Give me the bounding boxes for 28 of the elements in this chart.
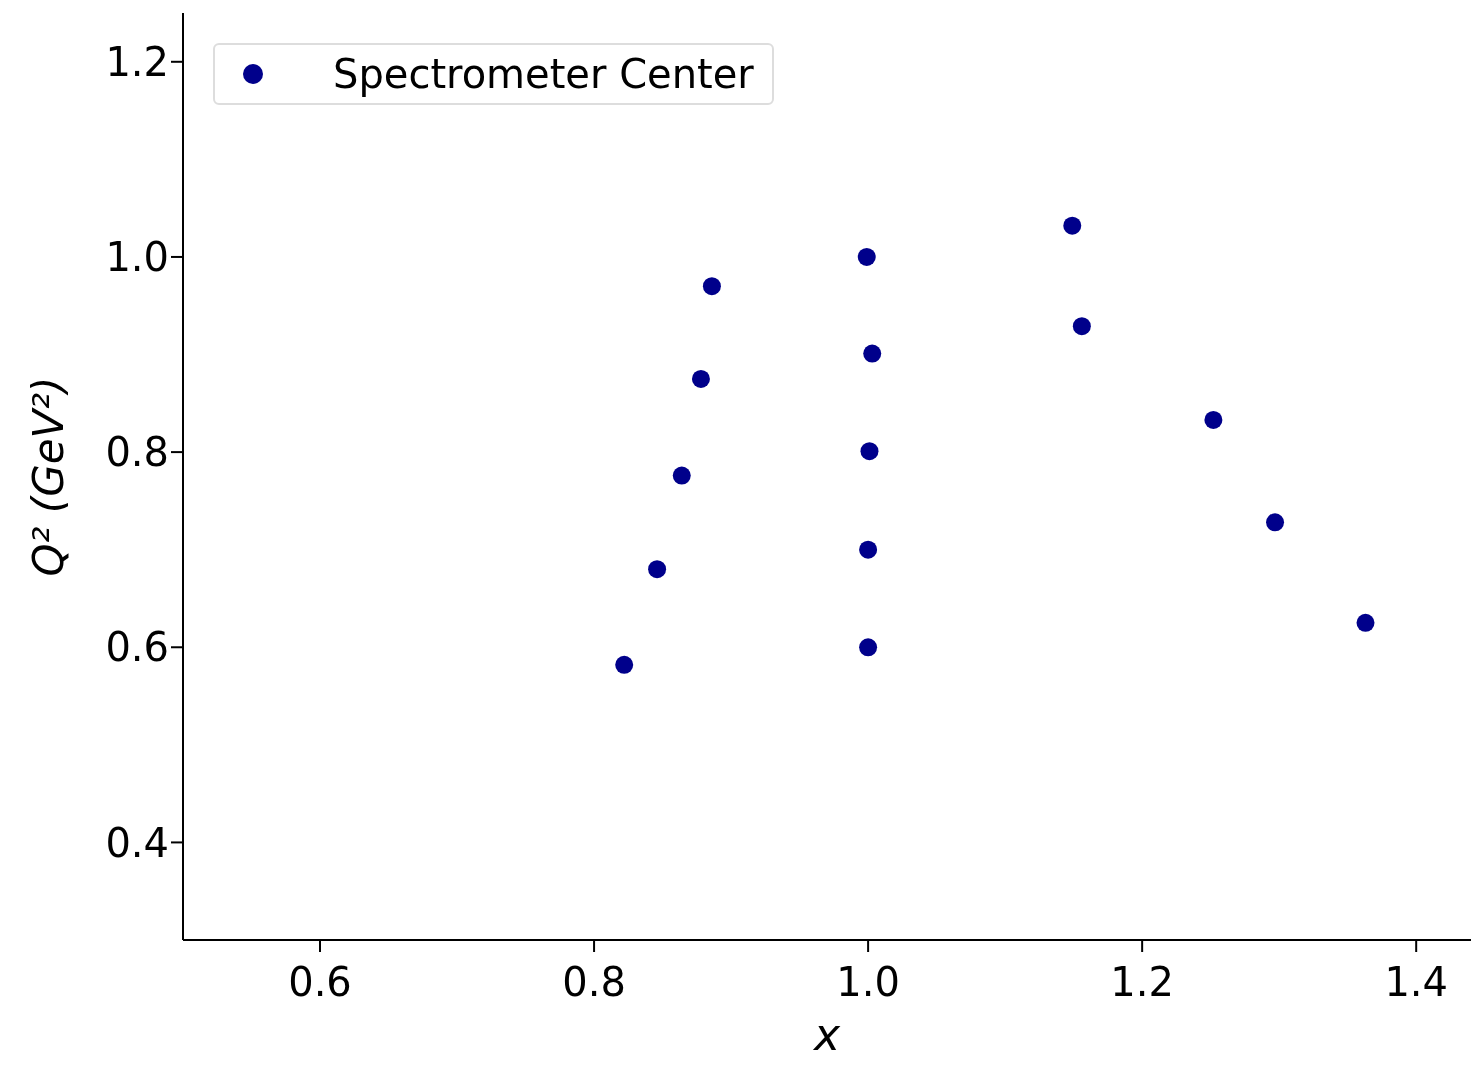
point bbox=[1204, 410, 1223, 429]
point bbox=[702, 277, 721, 296]
y-tick-label: 0.8 bbox=[105, 429, 169, 476]
legend-label: Spectrometer Center bbox=[333, 51, 754, 97]
y-tick-label: 0.4 bbox=[105, 819, 169, 866]
point bbox=[1063, 216, 1082, 235]
x-axis-title: x bbox=[811, 1009, 841, 1060]
point bbox=[672, 466, 691, 485]
point bbox=[863, 344, 882, 363]
point bbox=[859, 540, 878, 559]
point bbox=[648, 560, 667, 579]
y-tick-label: 0.6 bbox=[105, 624, 169, 671]
point bbox=[1266, 513, 1285, 532]
y-tick-label: 1.0 bbox=[105, 234, 169, 281]
point bbox=[615, 655, 634, 674]
x-tick-label: 1.0 bbox=[836, 959, 900, 1006]
y-tick-label: 1.2 bbox=[105, 38, 169, 85]
x-tick-label: 0.6 bbox=[288, 959, 352, 1006]
point bbox=[859, 638, 878, 657]
x-tick-label: 0.8 bbox=[562, 959, 626, 1006]
point bbox=[1072, 317, 1091, 336]
point bbox=[1356, 613, 1375, 632]
point bbox=[857, 247, 876, 266]
x-tick-label: 1.2 bbox=[1110, 959, 1174, 1006]
point bbox=[691, 369, 710, 388]
y-axis-title: Q² (GeV²) bbox=[23, 376, 73, 577]
x-tick-label: 1.4 bbox=[1384, 959, 1448, 1006]
point bbox=[860, 442, 879, 461]
